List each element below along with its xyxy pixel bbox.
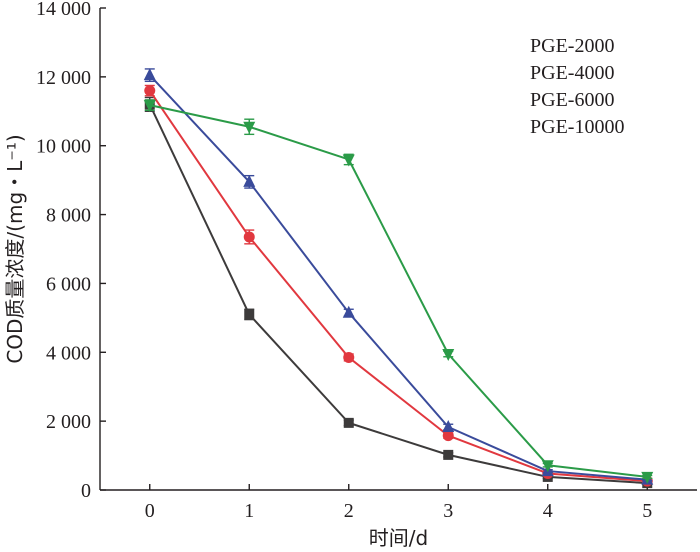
data-point <box>442 349 455 362</box>
x-axis-title: 时间/d <box>369 526 428 550</box>
x-tick-label: 1 <box>244 500 254 522</box>
x-tick-label: 3 <box>443 500 453 522</box>
data-point <box>143 68 156 81</box>
data-point <box>144 85 156 97</box>
series-pge-6000 <box>143 68 654 485</box>
x-tick-label: 2 <box>344 500 354 522</box>
series-line <box>148 90 648 483</box>
y-tick-label: 12 000 <box>36 67 91 89</box>
series-pge-4000 <box>144 84 653 487</box>
y-tick-label: 8 000 <box>46 205 91 227</box>
series-pge-2000 <box>144 96 653 489</box>
legend: PGE-2000 PGE-4000 PGE-6000 PGE-10000 <box>530 35 624 138</box>
data-point <box>243 231 255 243</box>
x-tick-label: 4 <box>543 500 553 522</box>
y-tick-label: 4 000 <box>46 342 91 364</box>
data-point <box>442 430 454 442</box>
axes <box>99 8 697 491</box>
legend-entry: PGE-6000 <box>530 89 614 111</box>
y-axis-ticks: 0 2 000 4 000 6 000 8 000 10 000 12 000 14 000 <box>36 0 106 502</box>
data-point <box>143 100 156 113</box>
data-point <box>342 305 355 318</box>
data-point <box>343 417 354 428</box>
data-point <box>342 154 355 167</box>
data-point <box>443 449 454 460</box>
data-point <box>442 419 455 432</box>
series-layer <box>143 68 654 489</box>
data-point <box>243 174 256 187</box>
data-point <box>343 351 355 363</box>
legend-entry: PGE-10000 <box>530 116 624 138</box>
y-axis-title: COD质量浓度/(mg・L⁻¹) <box>3 134 27 363</box>
series-line <box>149 74 648 481</box>
y-tick-label: 0 <box>81 480 91 502</box>
series-line <box>148 103 648 485</box>
data-point <box>244 309 255 320</box>
x-tick-label: 0 <box>145 500 155 522</box>
legend-entry: PGE-2000 <box>530 35 614 57</box>
data-point <box>243 121 256 134</box>
legend-entry: PGE-4000 <box>530 62 614 84</box>
x-tick-label: 5 <box>642 500 652 522</box>
data-point <box>641 471 654 484</box>
series-line <box>149 104 648 478</box>
y-tick-label: 2 000 <box>46 411 91 433</box>
y-tick-label: 6 000 <box>46 273 91 295</box>
series-pge-10000 <box>143 99 654 484</box>
y-tick-label: 10 000 <box>36 136 91 158</box>
y-tick-label: 14 000 <box>36 0 91 20</box>
data-point <box>541 460 554 473</box>
